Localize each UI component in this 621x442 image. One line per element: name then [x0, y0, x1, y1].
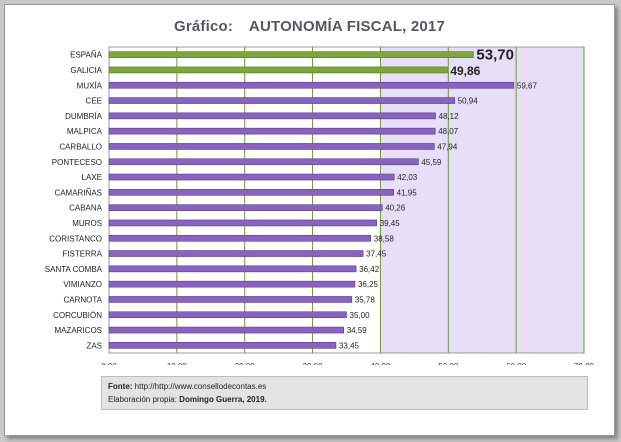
value-label: 47,94: [437, 142, 458, 151]
category-label: MAZARICOS: [54, 326, 102, 335]
bar: [108, 158, 419, 166]
bar: [108, 280, 356, 288]
bar: [108, 342, 337, 349]
bar: [108, 311, 347, 319]
x-tick-label: 70,00: [574, 362, 595, 365]
category-label: CORCUBIÓN: [53, 311, 102, 320]
bar: [108, 234, 372, 242]
bar: [108, 66, 448, 74]
chart-title-text: AUTONOMÍA FISCAL, 2017: [248, 18, 446, 35]
bar: [108, 143, 435, 150]
bar: [108, 250, 364, 257]
bar-chart: 0,00 10,00 20,00 30,00 40,00 50,00 60,00 70,00 E…: [45, 46, 595, 365]
x-tick-label: 10,00: [167, 362, 188, 365]
value-label: 48,12: [439, 112, 460, 121]
shaded-region: [380, 47, 584, 353]
bar: [108, 112, 436, 120]
value-label: 45,59: [421, 158, 442, 167]
x-tick-label: 0,00: [101, 362, 117, 365]
credit-label: Elaboración propia:: [108, 395, 177, 404]
x-tick-label: 40,00: [370, 362, 391, 365]
category-label: CAMARIÑAS: [54, 188, 102, 197]
credit-name: Domingo Guerra, 2019.: [179, 395, 267, 404]
bar: [108, 326, 345, 334]
category-label: MUXÍA: [77, 81, 103, 90]
category-label: DUMBRÍA: [65, 112, 103, 121]
value-label: 35,00: [350, 311, 371, 320]
value-label: 34,59: [347, 326, 368, 335]
value-label: 38,58: [374, 234, 395, 243]
bar: [108, 173, 395, 181]
category-label: GALICIA: [70, 66, 102, 75]
bar: [108, 81, 515, 89]
value-label: 40,26: [385, 204, 406, 213]
category-label: MUROS: [72, 219, 102, 228]
category-label: PONTECESO: [52, 158, 102, 167]
bar: [108, 204, 383, 211]
value-label: 49,86: [450, 64, 480, 78]
x-tick-label: 50,00: [438, 362, 459, 365]
category-label: CORISTANCO: [49, 234, 102, 243]
chart-title: Gráfico: AUTONOMÍA FISCAL, 2017: [5, 18, 614, 35]
category-label: LAXE: [82, 173, 102, 182]
category-label: SANTA COMBA: [45, 265, 103, 274]
value-label: 33,45: [339, 341, 360, 350]
value-label: 36,25: [358, 280, 379, 289]
x-tick-label: 30,00: [303, 362, 324, 365]
source-label: Fonte:: [108, 382, 133, 391]
category-label: MALPICA: [67, 127, 103, 136]
bar: [108, 127, 436, 135]
category-label: FISTERRA: [62, 250, 102, 259]
value-label: 59,67: [517, 81, 538, 90]
chart-title-prefix: Gráfico:: [173, 18, 234, 35]
bar: [108, 189, 394, 196]
source-url: http://http://www.consellodecontas.es: [134, 382, 267, 391]
category-label: VIMIANZO: [63, 280, 102, 289]
value-label: 53,70: [476, 47, 514, 64]
category-label: CARBALLO: [59, 142, 102, 151]
source-box: Fonte: http://http://www.consellodeconta…: [101, 376, 588, 410]
category-label: ZAS: [86, 341, 102, 350]
bar: [108, 97, 455, 104]
value-label: 37,45: [366, 250, 387, 259]
value-label: 36,42: [359, 265, 380, 274]
bar: [108, 265, 357, 273]
category-label: ESPAÑA: [70, 51, 103, 60]
value-label: 42,03: [397, 173, 418, 182]
category-label: CABANA: [69, 204, 103, 213]
bar: [108, 296, 353, 303]
x-tick-label: 60,00: [506, 362, 527, 365]
chart-frame: Gráfico: AUTONOMÍA FISCAL, 2017 0,00 10,0…: [4, 4, 615, 436]
value-label: 41,95: [397, 188, 418, 197]
value-label: 39,45: [380, 219, 401, 228]
value-label: 35,78: [355, 295, 376, 304]
bar: [108, 219, 377, 227]
bar: [108, 51, 474, 58]
value-label: 50,94: [458, 97, 479, 106]
category-label: CEE: [86, 97, 102, 106]
value-label: 48,07: [438, 127, 459, 136]
x-tick-label: 20,00: [235, 362, 256, 365]
category-label: CARNOTA: [63, 295, 102, 304]
